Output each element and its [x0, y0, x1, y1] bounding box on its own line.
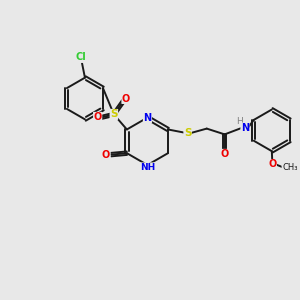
Text: S: S	[110, 110, 118, 119]
Text: O: O	[102, 150, 110, 160]
Text: O: O	[94, 112, 102, 122]
Text: S: S	[184, 128, 191, 138]
Text: Cl: Cl	[75, 52, 86, 62]
Text: N: N	[143, 112, 152, 123]
Text: H: H	[237, 117, 243, 126]
Text: CH₃: CH₃	[282, 164, 298, 172]
Text: N: N	[241, 123, 249, 133]
Text: O: O	[220, 149, 229, 159]
Text: O: O	[122, 94, 130, 103]
Text: NH: NH	[140, 163, 155, 172]
Text: O: O	[268, 160, 277, 170]
